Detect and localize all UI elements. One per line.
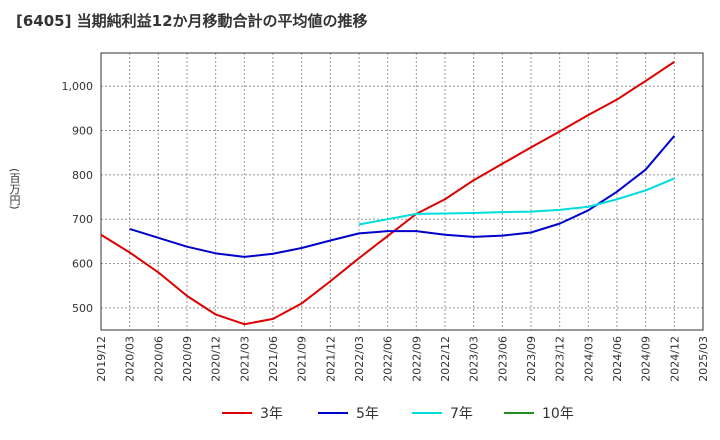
y-tick-label: 500 (72, 302, 93, 315)
series-line (358, 177, 675, 226)
x-tick-label: 2021/03 (238, 336, 251, 382)
x-tick-label: 2024/09 (640, 336, 653, 382)
y-tick-label: 800 (72, 169, 93, 182)
x-tick-label: 2019/12 (95, 336, 108, 382)
legend-label: 5年 (356, 406, 379, 422)
y-tick-label: 1,000 (62, 80, 94, 93)
x-tick-label: 2024/06 (611, 336, 624, 382)
y-tick-label: 600 (72, 258, 93, 271)
x-tick-label: 2022/09 (410, 336, 423, 382)
x-tick-label: 2021/06 (267, 336, 280, 382)
series-line (129, 135, 676, 258)
legend-label: 10年 (542, 406, 574, 422)
x-tick-label: 2021/09 (296, 336, 309, 382)
chart-title: [6405] 当期純利益12か月移動合計の平均値の推移 (16, 12, 368, 30)
x-tick-label: 2021/12 (324, 336, 337, 382)
x-tick-label: 2020/12 (210, 336, 223, 382)
y-tick-label: 700 (72, 213, 93, 226)
x-tick-label: 2022/03 (353, 336, 366, 382)
x-tick-label: 2024/12 (668, 336, 681, 382)
x-tick-label: 2024/03 (582, 336, 595, 382)
y-tick-label: 900 (72, 125, 93, 138)
x-tick-label: 2020/03 (124, 336, 137, 382)
x-tick-label: 2020/09 (181, 336, 194, 382)
x-tick-label: 2023/12 (554, 336, 567, 382)
x-tick-label: 2022/12 (439, 336, 452, 382)
x-tick-label: 2025/03 (697, 336, 710, 382)
series-line (100, 61, 675, 326)
legend-label: 7年 (450, 406, 473, 422)
x-tick-label: 2022/06 (382, 336, 395, 382)
x-tick-label: 2023/09 (525, 336, 538, 382)
x-tick-label: 2023/03 (468, 336, 481, 382)
legend-label: 3年 (260, 406, 283, 422)
x-tick-label: 2020/06 (152, 336, 165, 382)
y-axis-label: (百万円) (8, 168, 21, 210)
x-tick-label: 2023/06 (496, 336, 509, 382)
plot-frame (100, 52, 704, 331)
